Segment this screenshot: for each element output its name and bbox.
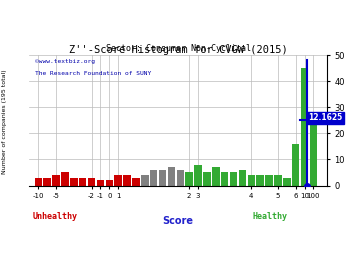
- Text: Number of companies (195 total): Number of companies (195 total): [2, 69, 7, 174]
- Bar: [265, 175, 273, 185]
- Bar: [248, 175, 255, 185]
- Bar: [96, 180, 104, 185]
- Bar: [105, 180, 113, 185]
- Bar: [239, 170, 246, 185]
- Bar: [194, 165, 202, 185]
- Title: Z''-Score Histogram for CVGW (2015): Z''-Score Histogram for CVGW (2015): [69, 45, 287, 55]
- Text: ©www.textbiz.org: ©www.textbiz.org: [35, 59, 95, 64]
- Bar: [43, 178, 51, 185]
- Bar: [176, 170, 184, 185]
- Bar: [35, 178, 42, 185]
- Bar: [88, 178, 95, 185]
- Bar: [61, 173, 69, 185]
- Bar: [230, 173, 237, 185]
- Bar: [212, 167, 220, 185]
- Bar: [301, 68, 308, 185]
- Bar: [52, 175, 60, 185]
- Bar: [256, 175, 264, 185]
- Text: Unhealthy: Unhealthy: [32, 212, 77, 221]
- Bar: [283, 178, 291, 185]
- Bar: [141, 175, 149, 185]
- Bar: [221, 173, 229, 185]
- Bar: [70, 178, 77, 185]
- Text: The Research Foundation of SUNY: The Research Foundation of SUNY: [35, 71, 152, 76]
- Bar: [132, 178, 140, 185]
- Bar: [123, 175, 131, 185]
- Text: Sector: Consumer Non-Cyclical: Sector: Consumer Non-Cyclical: [105, 43, 251, 53]
- Text: 12.1625: 12.1625: [308, 113, 342, 122]
- Bar: [150, 170, 157, 185]
- Bar: [292, 144, 300, 185]
- X-axis label: Score: Score: [163, 216, 194, 226]
- Bar: [185, 173, 193, 185]
- Bar: [168, 167, 175, 185]
- Bar: [274, 175, 282, 185]
- Bar: [114, 175, 122, 185]
- Bar: [79, 178, 86, 185]
- Text: Healthy: Healthy: [252, 212, 287, 221]
- Bar: [203, 173, 211, 185]
- Bar: [310, 120, 317, 185]
- Bar: [159, 170, 166, 185]
